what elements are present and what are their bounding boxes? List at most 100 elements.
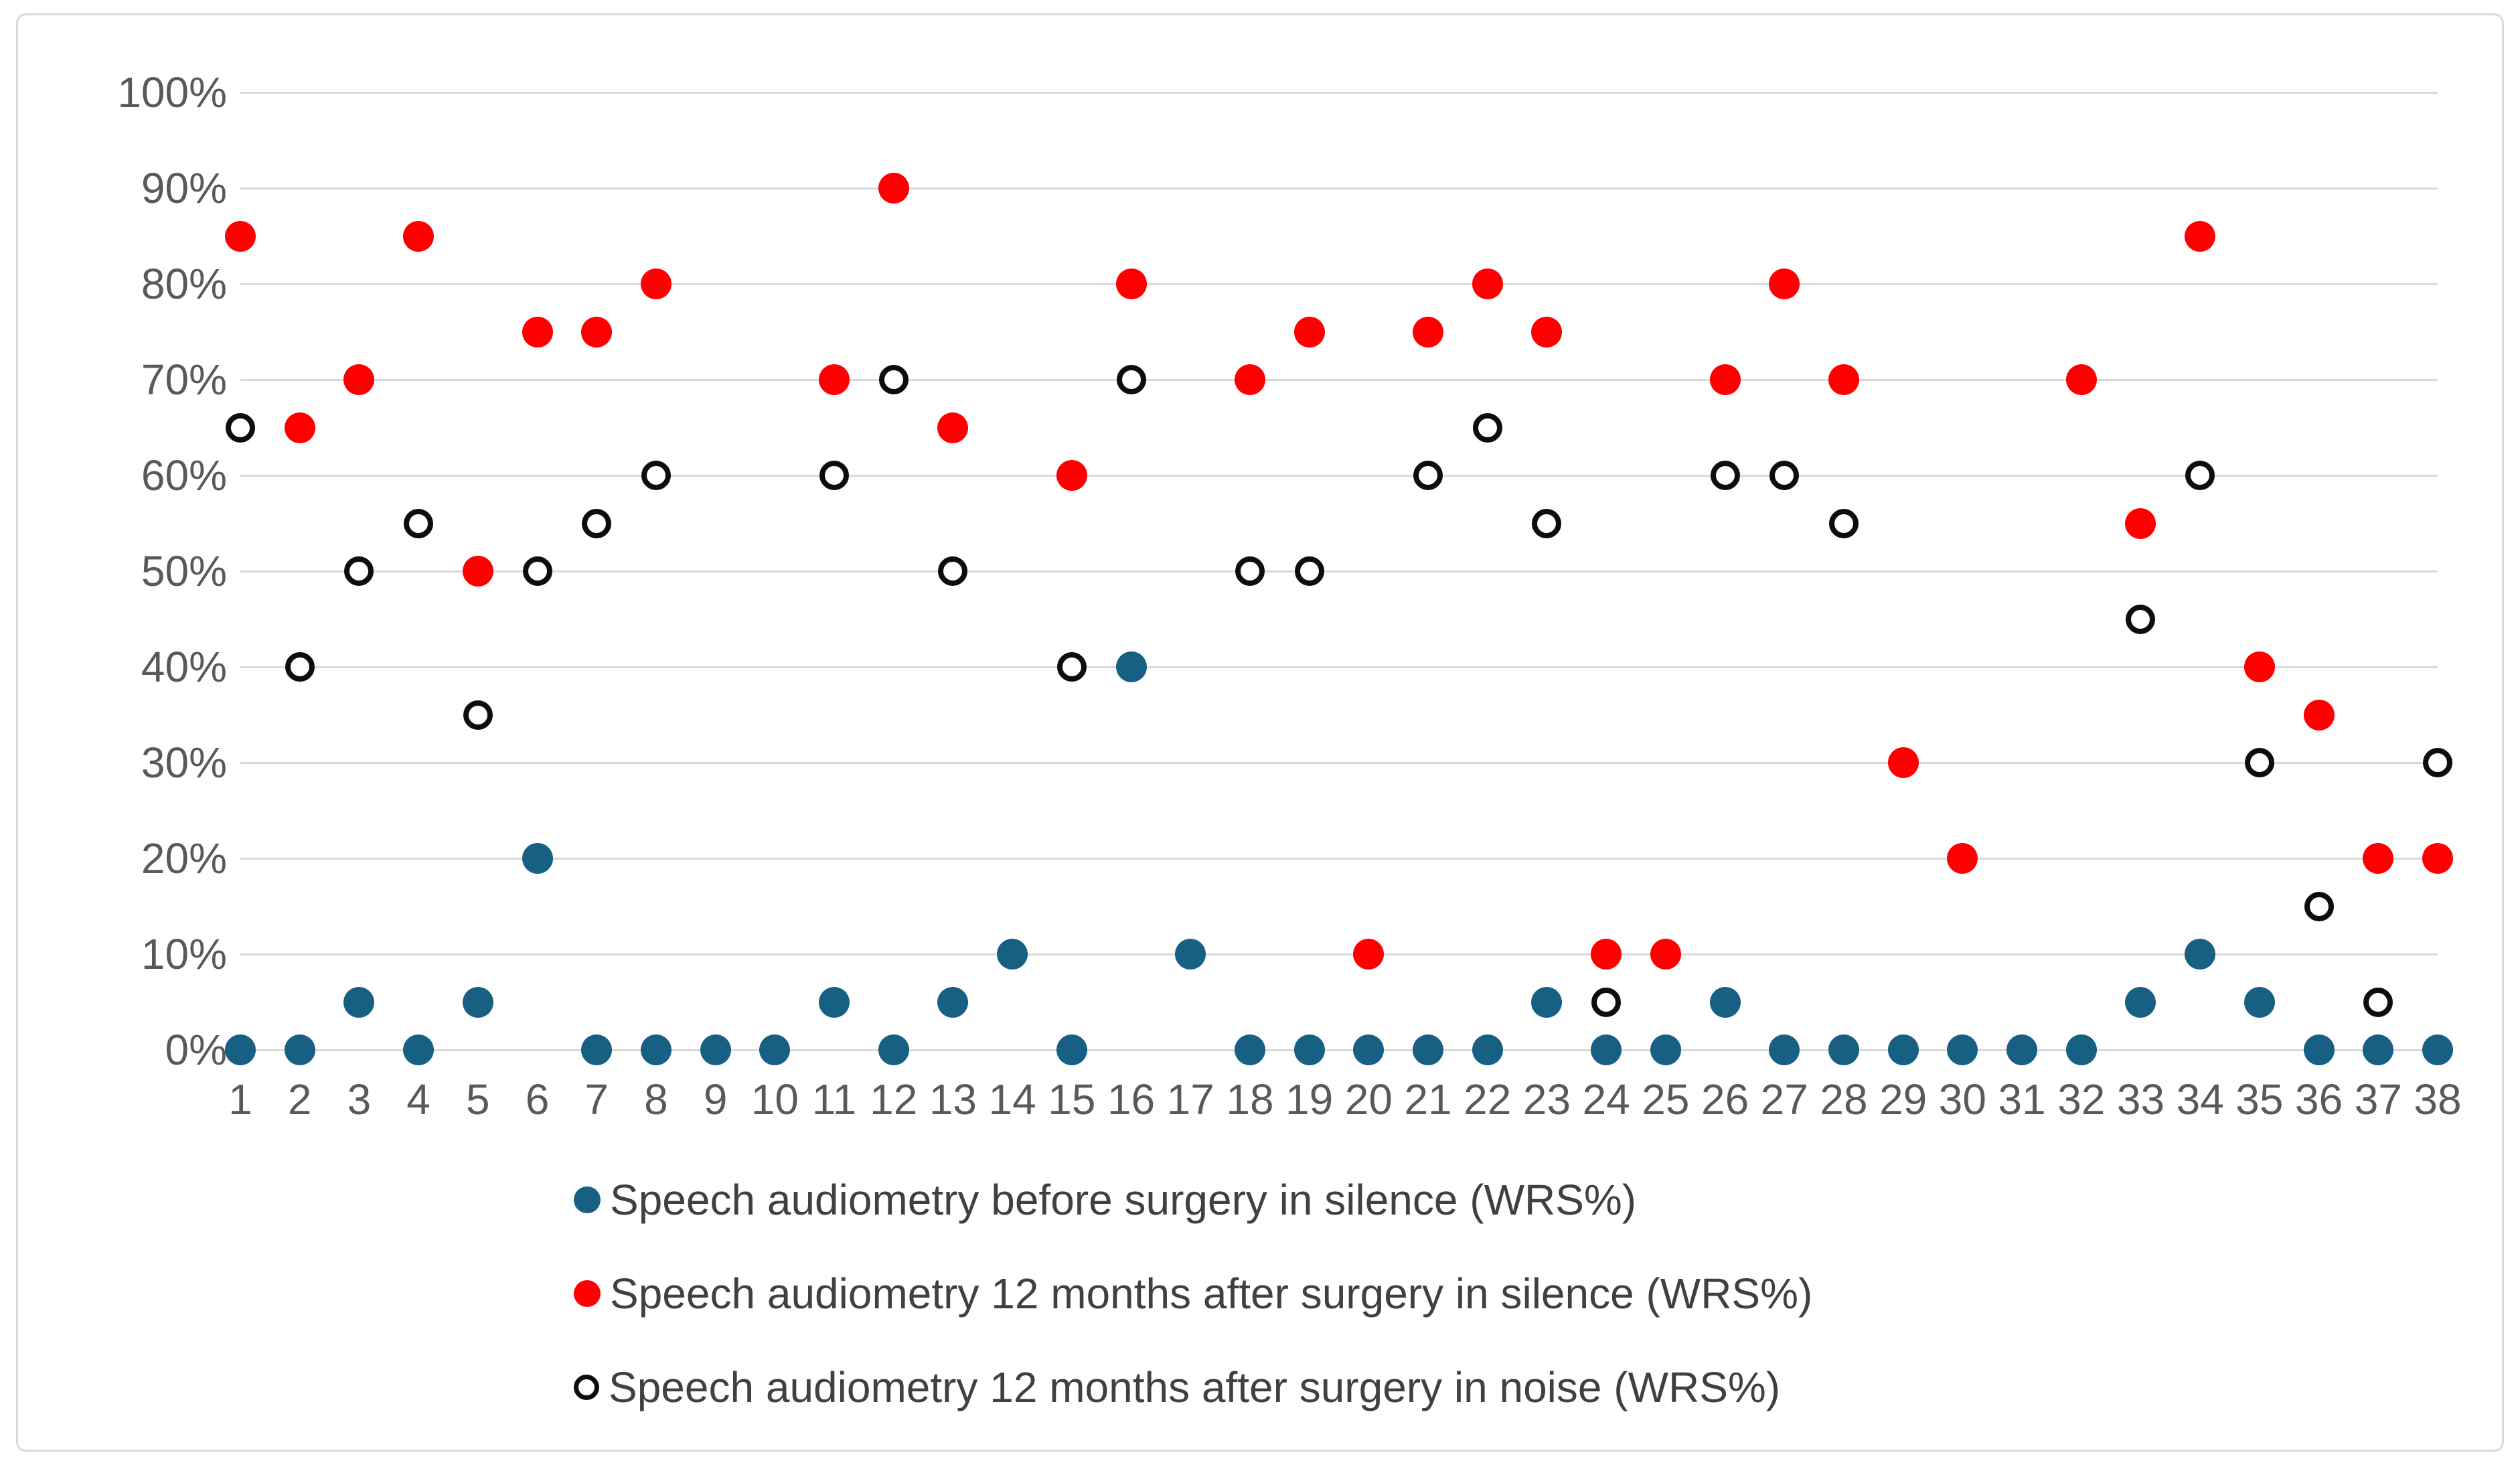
x-axis-tick-label: 11 xyxy=(811,1075,857,1124)
y-axis-tick-label: 90% xyxy=(141,164,227,212)
x-axis-tick-label: 30 xyxy=(1938,1075,1986,1124)
x-axis-tick-label: 17 xyxy=(1166,1075,1214,1124)
legend: Speech audiometry before surgery in sile… xyxy=(574,1175,1812,1412)
x-axis-tick-label: 31 xyxy=(1998,1075,2046,1124)
data-point-series1-x10 xyxy=(759,1034,791,1065)
y-axis-tick-label: 30% xyxy=(141,739,227,787)
data-point-series2-x2 xyxy=(284,412,315,443)
x-axis-tick-label: 27 xyxy=(1760,1075,1808,1124)
data-point-series1-x1 xyxy=(225,1034,256,1065)
data-point-series2-x4 xyxy=(403,220,435,252)
data-point-series1-x7 xyxy=(581,1034,613,1065)
x-axis-tick-label: 5 xyxy=(466,1075,490,1124)
gridline-10% xyxy=(240,953,2438,955)
data-point-series2-x3 xyxy=(343,364,375,395)
data-point-series2-x6 xyxy=(522,316,553,348)
x-axis-tick-label: 6 xyxy=(525,1075,550,1124)
data-point-series3-x1 xyxy=(226,412,255,443)
y-axis-tick-label: 50% xyxy=(141,547,227,595)
data-point-series1-x25 xyxy=(1650,1034,1681,1065)
gridline-80% xyxy=(240,283,2438,285)
data-point-series1-x18 xyxy=(1234,1034,1265,1065)
gridline-50% xyxy=(240,570,2438,572)
y-axis-tick-label: 10% xyxy=(141,930,227,978)
data-point-series1-x35 xyxy=(2243,986,2275,1018)
data-point-series1-x6 xyxy=(522,843,553,874)
x-axis-tick-label: 20 xyxy=(1344,1075,1393,1124)
data-point-series2-x19 xyxy=(1293,316,1325,348)
legend-item: Speech audiometry 12 months after surger… xyxy=(574,1363,1812,1412)
x-axis-tick-label: 28 xyxy=(1820,1075,1868,1124)
data-point-series3-x33 xyxy=(2126,604,2156,634)
data-point-series1-x26 xyxy=(1709,986,1741,1018)
data-point-series3-x28 xyxy=(1828,508,1859,538)
data-point-series1-x28 xyxy=(1828,1034,1859,1065)
legend-label: Speech audiometry 12 months after surger… xyxy=(610,1269,1813,1318)
data-point-series2-x25 xyxy=(1650,939,1681,970)
data-point-series3-x24 xyxy=(1591,987,1622,1017)
data-point-series2-x1 xyxy=(225,220,256,252)
x-axis-tick-label: 15 xyxy=(1048,1075,1096,1124)
x-axis-tick-label: 16 xyxy=(1107,1075,1156,1124)
data-point-series2-x13 xyxy=(937,412,969,443)
data-point-series1-x24 xyxy=(1591,1034,1622,1065)
data-point-series1-x13 xyxy=(937,986,969,1018)
data-point-series1-x17 xyxy=(1175,939,1206,970)
data-point-series2-x8 xyxy=(640,268,672,299)
data-point-series1-x14 xyxy=(997,939,1028,970)
gridline-70% xyxy=(240,378,2438,381)
data-point-series3-x15 xyxy=(1056,652,1087,682)
data-point-series2-x12 xyxy=(878,173,909,204)
data-point-series1-x8 xyxy=(640,1034,672,1065)
data-point-series1-x31 xyxy=(2006,1034,2038,1065)
data-point-series1-x23 xyxy=(1531,986,1563,1018)
y-axis-tick-label: 0% xyxy=(165,1026,228,1074)
data-point-series1-x3 xyxy=(343,986,375,1018)
x-axis-tick-label: 26 xyxy=(1701,1075,1749,1124)
gridline-90% xyxy=(240,187,2438,189)
data-point-series3-x23 xyxy=(1532,508,1562,538)
data-point-series3-x18 xyxy=(1235,556,1265,586)
x-axis-tick-label: 19 xyxy=(1285,1075,1334,1124)
data-point-series3-x34 xyxy=(2185,461,2215,490)
data-point-series2-x36 xyxy=(2303,699,2335,730)
gridline-60% xyxy=(240,474,2438,477)
data-point-series1-x19 xyxy=(1293,1034,1325,1065)
data-point-series3-x8 xyxy=(641,461,671,490)
x-axis-tick-label: 33 xyxy=(2116,1075,2165,1124)
data-point-series2-x32 xyxy=(2065,364,2097,395)
data-point-series2-x38 xyxy=(2422,843,2453,874)
gridline-0% xyxy=(240,1049,2438,1051)
x-axis-tick-label: 13 xyxy=(929,1075,977,1124)
x-axis-tick-label: 14 xyxy=(988,1075,1036,1124)
data-point-series1-x33 xyxy=(2125,986,2156,1018)
x-axis-tick-label: 7 xyxy=(584,1075,609,1124)
data-point-series3-x27 xyxy=(1769,461,1800,490)
x-axis-tick-label: 29 xyxy=(1879,1075,1927,1124)
data-point-series1-x29 xyxy=(1887,1034,1919,1065)
data-point-series3-x26 xyxy=(1710,461,1740,490)
x-axis-tick-label: 34 xyxy=(2176,1075,2224,1124)
x-axis-tick-label: 3 xyxy=(347,1075,372,1124)
data-point-series3-x36 xyxy=(2304,891,2334,921)
x-axis-tick-label: 25 xyxy=(1642,1075,1690,1124)
data-point-series1-x20 xyxy=(1353,1034,1385,1065)
data-point-series2-x35 xyxy=(2243,651,2275,682)
x-axis-tick-label: 24 xyxy=(1582,1075,1630,1124)
filled-circle-legend-icon xyxy=(574,1186,601,1213)
data-point-series2-x23 xyxy=(1531,316,1563,348)
x-axis-tick-label: 10 xyxy=(751,1075,799,1124)
y-axis-tick-label: 70% xyxy=(141,356,227,404)
gridline-20% xyxy=(240,857,2438,860)
x-axis-tick-label: 9 xyxy=(703,1075,728,1124)
data-point-series1-x15 xyxy=(1056,1034,1087,1065)
data-point-series2-x18 xyxy=(1234,364,1265,395)
data-point-series2-x16 xyxy=(1115,268,1147,299)
data-point-series1-x32 xyxy=(2065,1034,2097,1065)
data-point-series2-x27 xyxy=(1769,268,1800,299)
data-point-series1-x37 xyxy=(2363,1034,2394,1065)
data-point-series2-x22 xyxy=(1472,268,1503,299)
data-point-series1-x38 xyxy=(2422,1034,2453,1065)
plot-area xyxy=(225,91,2453,1065)
data-point-series1-x11 xyxy=(819,986,850,1018)
